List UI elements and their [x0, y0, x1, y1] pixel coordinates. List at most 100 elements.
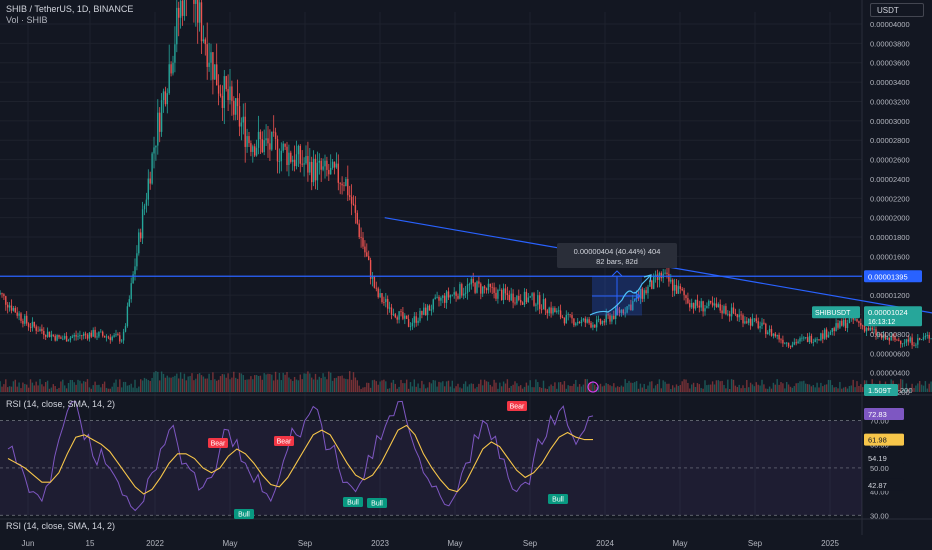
candle-body — [605, 314, 607, 323]
volume-bar — [565, 388, 567, 392]
descending-trendline — [384, 217, 932, 314]
volume-bar — [609, 385, 611, 392]
volume-bar — [134, 379, 136, 392]
volume-bar — [60, 381, 62, 392]
volume-bar — [797, 383, 799, 392]
candle-body — [611, 315, 613, 322]
candle-body — [305, 156, 307, 164]
candle-body — [898, 339, 900, 341]
volume-bar — [444, 386, 446, 392]
time-tick-label: 2023 — [371, 539, 389, 548]
price-tick-label: 0.00000600 — [870, 349, 910, 358]
candle-body — [717, 304, 719, 308]
volume-bar — [578, 384, 581, 392]
candle-body — [140, 232, 142, 239]
volume-bar — [751, 384, 754, 392]
candle-body — [392, 314, 395, 316]
volume-bar — [527, 385, 529, 392]
rsi-band-upper-tag: 54.19 — [868, 454, 887, 463]
volume-bar — [45, 382, 47, 392]
volume-bar — [546, 388, 548, 392]
candle-body — [18, 313, 20, 316]
symbol-title[interactable]: SHIB / TetherUS, 1D, BINANCE — [6, 4, 134, 14]
rsi-legend[interactable]: RSI (14, close, SMA, 14, 2) — [6, 399, 116, 409]
volume-bar — [922, 385, 925, 392]
candle-body — [421, 310, 423, 315]
candle-body — [520, 299, 522, 303]
time-axis[interactable]: Jun 15 2022 May Sep 2023 May Sep 2024 May Sep 2025 — [22, 539, 840, 548]
candle-body — [774, 333, 776, 337]
candle-body — [274, 132, 277, 140]
candle-body — [404, 315, 406, 319]
volume-bar — [39, 379, 41, 392]
candle-body — [548, 307, 550, 314]
volume-bar — [100, 387, 102, 392]
volume-bar — [126, 385, 129, 392]
candle-body — [675, 284, 678, 294]
volume-bar — [52, 384, 54, 392]
volume-bar — [540, 387, 543, 392]
rsi-legend-secondary[interactable]: RSI (14, close, SMA, 14, 2) — [6, 521, 116, 531]
candle-body — [183, 0, 186, 16]
candle-body — [622, 309, 624, 314]
candle-body — [219, 93, 222, 96]
volume-bar — [544, 388, 547, 392]
candle-body — [702, 301, 704, 312]
candle-body — [202, 39, 205, 42]
volume-bar — [660, 388, 662, 392]
volume-bar — [352, 372, 355, 392]
currency-button[interactable]: USDT — [870, 3, 924, 17]
volume-bar — [487, 381, 490, 392]
candle-body — [343, 185, 345, 187]
candle-body — [795, 342, 797, 344]
candle-body — [862, 325, 864, 327]
candle-body — [463, 293, 465, 296]
volume-bar — [442, 381, 444, 392]
volume-bar — [14, 379, 16, 392]
volume-bar — [624, 379, 626, 392]
candle-body — [3, 294, 5, 297]
volume-bar — [26, 384, 28, 392]
volume-bar — [464, 381, 467, 392]
volume-bar — [654, 385, 657, 392]
candle-body — [691, 303, 693, 308]
candle-body — [373, 276, 376, 288]
candle-body — [799, 338, 801, 342]
volume-bar — [331, 380, 334, 392]
candle-body — [436, 296, 438, 298]
candle-body — [478, 281, 480, 284]
volume-bar — [554, 382, 556, 392]
volume-bar — [833, 387, 835, 392]
volume-bar — [206, 378, 208, 392]
volume-bar — [651, 381, 653, 392]
candle-body — [765, 323, 767, 335]
candle-body — [284, 143, 286, 147]
candle-body — [400, 311, 402, 313]
volume-bar — [919, 380, 921, 392]
candle-body — [578, 321, 581, 324]
price-axis[interactable]: 0.00004000 0.00003800 0.00003600 0.00003400… — [870, 20, 910, 520]
volume-bar — [552, 385, 554, 392]
price-tick-label: 0.00000400 — [870, 369, 910, 378]
candle-body — [670, 279, 672, 282]
volume-legend[interactable]: Vol · SHIB — [6, 15, 48, 25]
volume-bar — [451, 380, 453, 392]
candle-body — [159, 112, 161, 132]
candle-body — [599, 319, 602, 324]
candle-body — [700, 301, 702, 308]
volume-bar — [784, 388, 786, 392]
candle-body — [461, 284, 463, 296]
volume-bar — [124, 381, 127, 392]
volume-bar — [846, 388, 849, 392]
volume-bar — [582, 384, 585, 392]
candle-body — [39, 328, 41, 332]
candle-body — [71, 336, 73, 338]
candle-body — [664, 272, 666, 274]
volume-bar — [7, 387, 9, 392]
candle-body — [295, 154, 298, 167]
volume-bar — [326, 379, 328, 392]
volume-bar — [687, 382, 689, 392]
candle-body — [105, 336, 108, 338]
